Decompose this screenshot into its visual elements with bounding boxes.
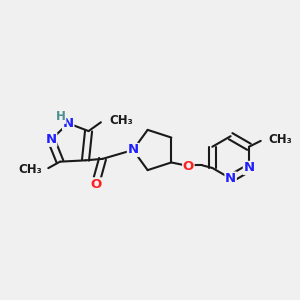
Text: O: O [183,160,194,173]
Text: N: N [63,117,74,130]
Text: CH₃: CH₃ [110,114,134,127]
Text: N: N [243,161,254,174]
Text: N: N [128,143,139,157]
Text: CH₃: CH₃ [268,133,292,146]
Text: N: N [225,172,236,185]
Text: O: O [90,178,102,191]
Text: CH₃: CH₃ [18,163,42,176]
Text: H: H [56,110,66,123]
Text: N: N [46,133,57,146]
